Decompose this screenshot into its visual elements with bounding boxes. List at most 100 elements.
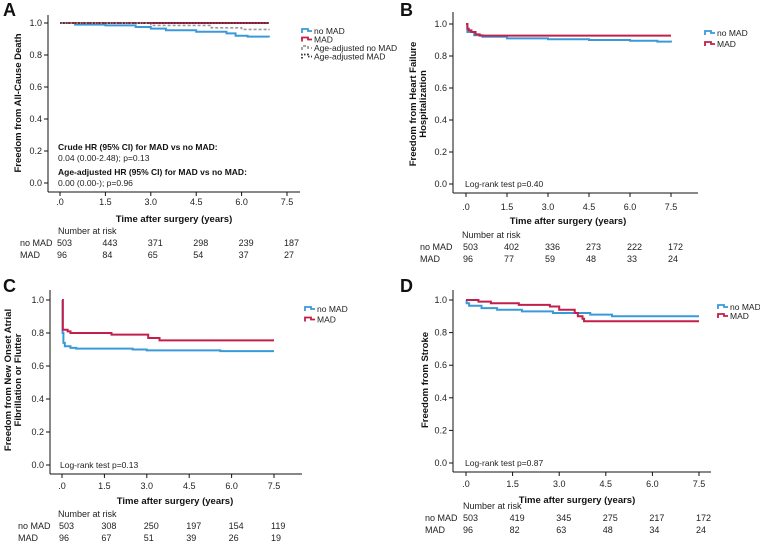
legend-swatch — [301, 53, 312, 59]
risk-value: 308 — [101, 521, 116, 531]
x-tick-label: .0 — [462, 202, 470, 212]
risk-row-label: MAD — [18, 533, 39, 543]
risk-value: 63 — [556, 525, 566, 535]
risk-value: 33 — [627, 254, 637, 264]
risk-value: 51 — [144, 533, 154, 543]
km-curve-mad — [466, 299, 699, 323]
x-tick-label: .0 — [462, 479, 470, 489]
risk-row-label: MAD — [420, 254, 441, 264]
x-tick-label: 4.5 — [190, 197, 203, 207]
panel-a: A 0.0 0.2 0.4 0.6 0.8 1.0 .0 1.5 3.0 4.5 6.0 7.5 Time… — [3, 0, 397, 260]
y-tick-label: 0.2 — [434, 425, 447, 435]
x-tick-label: 1.5 — [501, 202, 514, 212]
risk-value: 54 — [193, 250, 203, 260]
risk-value: 503 — [59, 521, 74, 531]
km-curve-mad — [466, 23, 671, 37]
annotation: Crude HR (95% CI) for MAD vs no MAD: — [58, 142, 218, 152]
legend-swatch — [717, 313, 728, 318]
x-tick-label: 3.0 — [542, 202, 555, 212]
x-tick-label: 6.0 — [225, 481, 238, 491]
y-tick-label: 0.0 — [31, 460, 44, 470]
risk-value: 222 — [627, 242, 642, 252]
legend-label: no MAD — [730, 302, 760, 312]
x-tick-label: 3.0 — [141, 481, 154, 491]
x-tick-label: 7.5 — [268, 481, 281, 491]
y-tick-label: 0.6 — [31, 361, 44, 371]
y-axis-title: Freedom from Heart Failure — [408, 42, 419, 167]
y-tick-label: 0.2 — [31, 427, 44, 437]
x-tick-label: 3.0 — [145, 197, 158, 207]
x-axis-title: Time after surgery (years) — [510, 216, 627, 227]
legend-label: MAD — [317, 315, 336, 325]
y-tick-label: 0.6 — [29, 82, 42, 92]
y-tick-label: 0.4 — [434, 393, 447, 403]
risk-value: 503 — [463, 513, 478, 523]
x-tick-label: 4.5 — [183, 481, 196, 491]
risk-table-title: Number at risk — [58, 226, 117, 236]
y-tick-label: 0.2 — [29, 146, 42, 156]
x-tick-label: 4.5 — [583, 202, 596, 212]
panel-d: D 0.0 0.2 0.4 0.6 0.8 1.0 .0 1.5 3.0 4.5 6.0 7.5 Time… — [400, 276, 760, 535]
legend-label: MAD — [717, 39, 736, 49]
risk-value: 96 — [57, 250, 67, 260]
y-axis-title: Fibrillation or Flutter — [13, 333, 24, 426]
y-tick-label: 0.4 — [31, 394, 44, 404]
y-tick-label: 0.8 — [434, 328, 447, 338]
risk-value: 96 — [463, 254, 473, 264]
y-tick-label: 0.4 — [29, 114, 42, 124]
risk-value: 26 — [229, 533, 239, 543]
risk-value: 24 — [696, 525, 706, 535]
legend-label: no MAD — [717, 28, 748, 38]
legend-swatch — [704, 30, 715, 35]
x-tick-label: 7.5 — [665, 202, 678, 212]
x-tick-label: 6.0 — [235, 197, 248, 207]
legend-label: Age-adjusted no MAD — [314, 43, 397, 53]
annotation: Log-rank test p=0.13 — [60, 460, 138, 470]
annotation: Log-rank test p=0.40 — [465, 179, 543, 189]
y-axis-title: Freedom from New Onset Atrial — [3, 309, 14, 451]
km-curve-no-mad — [61, 299, 274, 353]
risk-value: 275 — [603, 513, 618, 523]
y-axis-title: Freedom from All-Cause Death — [13, 33, 24, 172]
risk-row-label: MAD — [20, 250, 41, 260]
y-axis-title: Hospitalization — [418, 70, 429, 138]
y-tick-label: 1.0 — [434, 19, 447, 29]
risk-value: 345 — [556, 513, 571, 523]
y-tick-label: 0.2 — [434, 147, 447, 157]
risk-table-title: Number at risk — [462, 230, 521, 240]
x-tick-label: 6.0 — [646, 479, 659, 489]
x-tick-label: 7.5 — [281, 197, 294, 207]
risk-table-title: Number at risk — [58, 509, 117, 519]
risk-value: 96 — [59, 533, 69, 543]
legend-swatch — [704, 41, 715, 46]
legend-label: Age-adjusted MAD — [314, 52, 385, 62]
risk-value: 24 — [668, 254, 678, 264]
km-curve-no-mad — [60, 22, 270, 38]
risk-value: 239 — [239, 238, 254, 248]
risk-value: 48 — [603, 525, 613, 535]
risk-value: 443 — [102, 238, 117, 248]
risk-value: 187 — [284, 238, 299, 248]
panel-label: D — [400, 276, 413, 296]
x-axis-title: Time after surgery (years) — [116, 214, 233, 225]
legend-swatch — [301, 45, 312, 50]
km-curve-age-adjusted-mad — [60, 22, 270, 24]
risk-value: 119 — [271, 521, 285, 531]
annotation: 0.00 (0.00-); p=0.96 — [58, 178, 133, 188]
y-tick-label: 0.0 — [434, 179, 447, 189]
panel-c: C 0.0 0.2 0.4 0.6 0.8 1.0 .0 1.5 3.0 4.5 6.0 7.5 Time… — [3, 276, 348, 543]
y-tick-label: 0.0 — [29, 178, 42, 188]
x-axis-title: Time after surgery (years) — [519, 495, 636, 506]
risk-value: 34 — [649, 525, 659, 535]
risk-value: 402 — [504, 242, 519, 252]
risk-value: 336 — [545, 242, 560, 252]
risk-value: 65 — [148, 250, 158, 260]
legend-swatch — [301, 36, 312, 42]
risk-value: 48 — [586, 254, 596, 264]
panel-label: A — [3, 0, 16, 20]
legend-swatch — [717, 304, 728, 309]
panel-b: B 0.0 0.2 0.4 0.6 0.8 1.0 .0 1.5 3.0 4.5 6.0 7.5 Time… — [400, 0, 748, 264]
risk-value: 298 — [193, 238, 208, 248]
y-tick-label: 1.0 — [434, 295, 447, 305]
